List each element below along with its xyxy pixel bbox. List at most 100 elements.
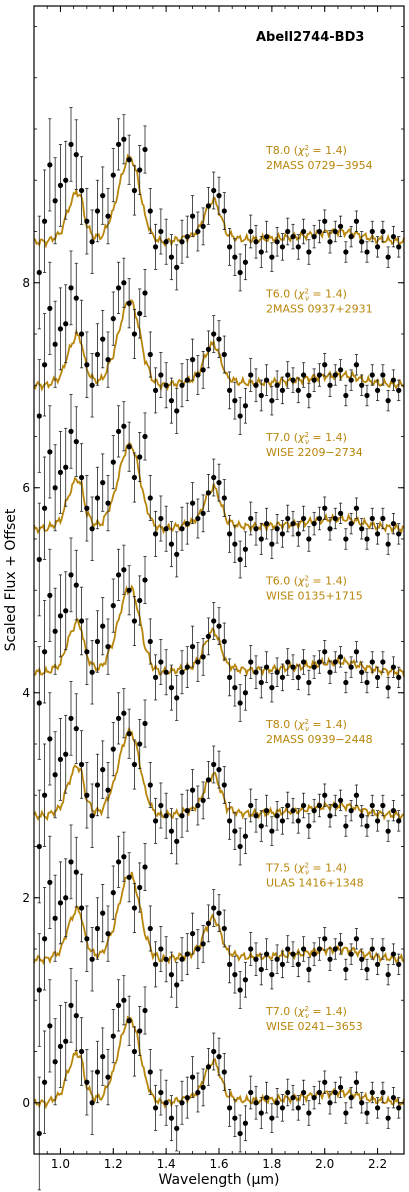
data-point xyxy=(47,162,53,168)
data-point xyxy=(258,823,264,829)
data-point xyxy=(295,531,301,537)
data-point xyxy=(226,531,233,537)
data-point xyxy=(168,972,175,978)
data-point xyxy=(290,377,296,383)
data-point xyxy=(63,751,69,757)
data-point xyxy=(285,372,291,378)
data-point xyxy=(68,428,74,434)
data-point xyxy=(311,1095,317,1101)
x-tick-label: 1.6 xyxy=(209,1157,228,1171)
data-point xyxy=(47,449,53,455)
data-point xyxy=(258,249,264,255)
data-point xyxy=(263,234,270,240)
data-point xyxy=(131,474,138,481)
data-point xyxy=(184,377,190,383)
data-point xyxy=(152,531,159,537)
data-point xyxy=(168,685,175,691)
data-point xyxy=(36,1130,42,1137)
data-point xyxy=(380,228,386,235)
data-point xyxy=(390,377,397,383)
data-point xyxy=(147,782,153,788)
data-point xyxy=(216,767,222,773)
data-point xyxy=(232,541,238,547)
data-point xyxy=(211,905,217,911)
data-point xyxy=(279,387,286,393)
data-point xyxy=(84,218,90,224)
data-point xyxy=(84,649,90,655)
data-point xyxy=(57,182,64,188)
data-point xyxy=(179,956,185,962)
data-point xyxy=(337,1084,344,1090)
data-point xyxy=(68,1002,74,1008)
series-4 xyxy=(33,681,405,904)
data-point xyxy=(359,526,365,532)
data-point xyxy=(226,674,233,680)
data-point xyxy=(221,925,227,932)
data-point xyxy=(41,505,48,511)
y-tick-label: 6 xyxy=(22,481,30,495)
data-point xyxy=(385,828,391,834)
data-point xyxy=(237,556,243,563)
data-point xyxy=(158,659,164,665)
data-point xyxy=(374,244,381,250)
data-point xyxy=(337,510,344,516)
data-point xyxy=(142,146,148,153)
data-point xyxy=(200,510,206,516)
data-point xyxy=(274,239,280,245)
data-point xyxy=(205,346,212,352)
data-point xyxy=(84,936,90,942)
data-point xyxy=(131,187,138,194)
data-point xyxy=(369,946,375,952)
data-point xyxy=(316,659,323,665)
data-point xyxy=(295,387,301,393)
data-point xyxy=(279,244,286,250)
series-0 xyxy=(33,107,405,330)
data-point xyxy=(52,485,58,491)
data-point xyxy=(73,439,79,445)
data-point xyxy=(115,285,122,291)
data-point xyxy=(121,710,127,716)
data-point xyxy=(115,859,122,865)
data-point xyxy=(57,1043,64,1049)
data-point xyxy=(374,674,381,680)
data-point xyxy=(205,490,212,496)
data-point xyxy=(306,536,312,542)
axes: 1.0 1.2 1.4 1.6 1.8 2.0 2.2 0 2 4 6 8 xyxy=(22,6,405,1171)
data-point xyxy=(274,669,280,675)
data-point xyxy=(253,669,259,675)
fit-label-4: T8.0 (χ2 ν = 1.4) xyxy=(265,718,347,733)
data-point xyxy=(158,946,164,952)
data-point xyxy=(269,972,275,978)
data-point xyxy=(242,977,249,983)
data-point xyxy=(205,203,212,209)
data-point xyxy=(126,587,132,593)
data-point xyxy=(343,249,349,255)
series-5 xyxy=(33,824,405,1047)
data-point xyxy=(300,946,307,952)
data-point xyxy=(142,720,148,727)
data-point xyxy=(41,1079,48,1085)
data-point xyxy=(105,644,111,650)
x-tick-label: 2.2 xyxy=(368,1157,387,1171)
data-point xyxy=(63,177,69,183)
data-point xyxy=(274,382,280,388)
data-point xyxy=(200,223,206,229)
data-point xyxy=(105,357,111,363)
data-point xyxy=(337,797,344,803)
data-point xyxy=(189,931,196,937)
data-point xyxy=(359,382,365,388)
data-point xyxy=(285,515,291,522)
x-axis-label: Wavelength (μm) xyxy=(159,1172,280,1188)
data-point xyxy=(137,454,143,460)
data-point xyxy=(200,941,206,947)
data-point xyxy=(348,521,354,527)
data-point xyxy=(369,515,375,522)
data-point xyxy=(110,1033,116,1039)
data-point xyxy=(385,254,391,260)
data-point xyxy=(200,1084,206,1090)
data-point xyxy=(337,223,344,229)
data-point xyxy=(73,1013,79,1019)
data-point xyxy=(221,638,227,645)
data-point xyxy=(195,228,201,235)
